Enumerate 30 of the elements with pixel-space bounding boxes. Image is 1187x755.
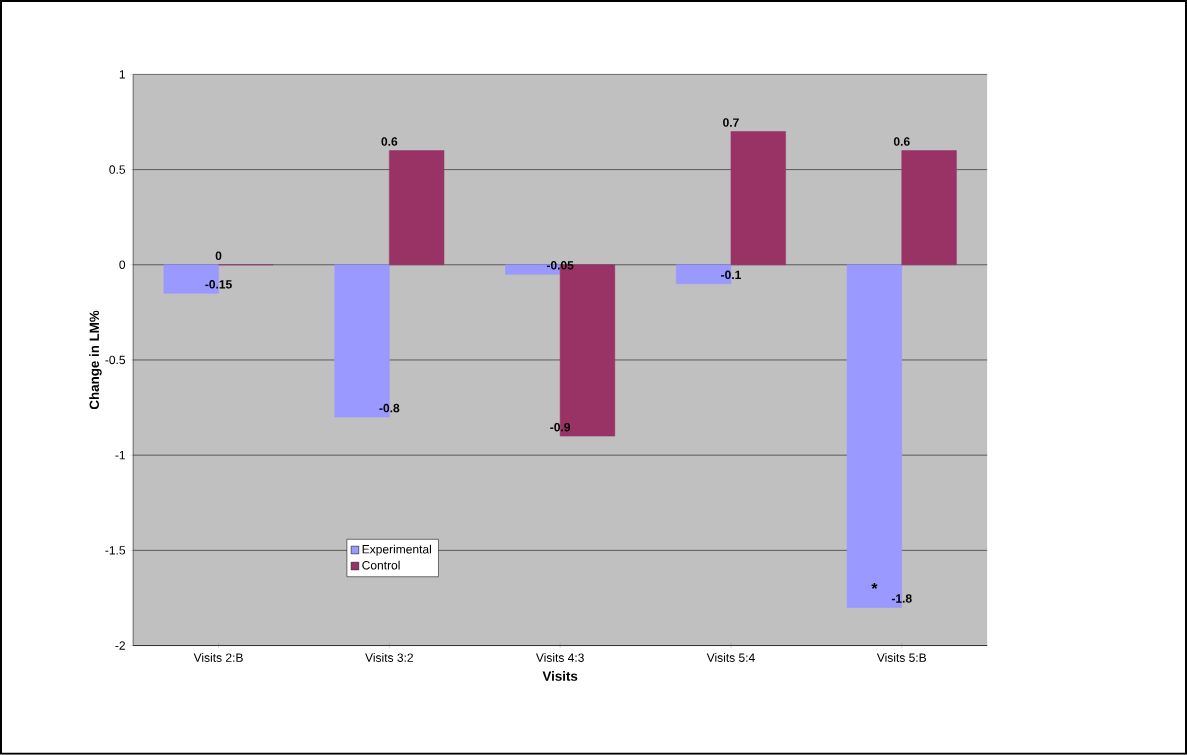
legend-label: Experimental [362, 544, 431, 557]
y-tick-label: -1.5 [105, 546, 126, 555]
y-tick-label: 0.5 [109, 165, 126, 175]
bar [389, 150, 445, 266]
x-tick-label: Visits 2:B [193, 653, 243, 663]
bar [901, 150, 957, 266]
data-label: -0.05 [546, 261, 574, 270]
data-label: -0.1 [721, 270, 741, 280]
y-tick-label: 0 [119, 260, 126, 270]
bar [730, 131, 786, 266]
y-tick-label: -0.5 [105, 355, 126, 365]
y-tick-label: -1 [115, 451, 125, 460]
data-label: -1.8 [891, 594, 912, 603]
data-label: 0.6 [381, 137, 398, 147]
data-label: 0 [215, 251, 222, 261]
data-label: -0.9 [550, 423, 571, 432]
x-tick-label: Visits 5:B [876, 653, 927, 663]
y-axis-title: Change in LM% [89, 310, 102, 410]
x-tick-label: Visits 5:4 [706, 653, 755, 663]
data-label: 0.6 [893, 137, 910, 147]
data-label: -0.8 [379, 404, 400, 413]
y-tick-label: -2 [115, 641, 125, 650]
y-tick-label: 1 [119, 70, 125, 79]
x-axis-title: Visits [542, 671, 578, 682]
legend-label: Control [362, 560, 400, 570]
x-tick-label: Visits 4:3 [535, 653, 584, 663]
annotation: * [871, 583, 878, 590]
data-label: -0.15 [205, 280, 232, 289]
data-label: 0.7 [723, 118, 739, 127]
x-tick-label: Visits 3:2 [365, 653, 413, 663]
